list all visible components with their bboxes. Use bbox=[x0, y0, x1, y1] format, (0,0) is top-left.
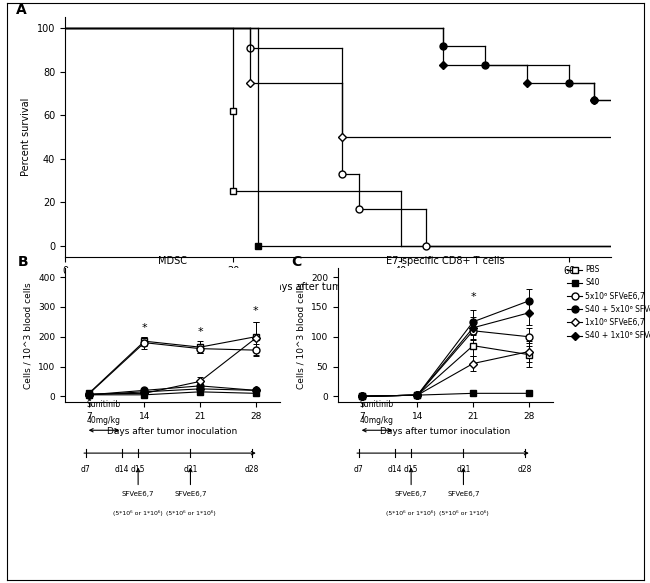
Text: SFVeE6,7: SFVeE6,7 bbox=[122, 491, 155, 497]
X-axis label: Days after tumor inoculation: Days after tumor inoculation bbox=[268, 282, 408, 292]
Text: (5*10⁶ or 1*10⁶): (5*10⁶ or 1*10⁶) bbox=[386, 510, 436, 516]
Text: d7: d7 bbox=[354, 465, 364, 473]
Title: E7-specific CD8+ T cells: E7-specific CD8+ T cells bbox=[386, 256, 504, 266]
Text: d21: d21 bbox=[456, 465, 471, 473]
Text: d15: d15 bbox=[404, 465, 419, 473]
Text: d7: d7 bbox=[81, 465, 90, 473]
Text: Sunitinib: Sunitinib bbox=[360, 400, 394, 409]
Y-axis label: Cells / 10^3 blood cells: Cells / 10^3 blood cells bbox=[296, 282, 306, 388]
X-axis label: Days after tumor inoculation: Days after tumor inoculation bbox=[107, 427, 237, 436]
Text: *: * bbox=[197, 327, 203, 338]
Text: *: * bbox=[142, 323, 148, 333]
Text: d14: d14 bbox=[115, 465, 129, 473]
Text: SFVeE6,7: SFVeE6,7 bbox=[174, 491, 207, 497]
Text: A: A bbox=[16, 3, 27, 17]
Text: *: * bbox=[253, 307, 259, 317]
Text: d28: d28 bbox=[244, 465, 259, 473]
Text: C: C bbox=[291, 255, 301, 269]
Text: 40mg/kg: 40mg/kg bbox=[87, 416, 121, 426]
Y-axis label: Cells / 10^3 blood cells: Cells / 10^3 blood cells bbox=[23, 282, 32, 388]
Text: B: B bbox=[18, 255, 29, 269]
Text: d21: d21 bbox=[183, 465, 198, 473]
Text: SFVeE6,7: SFVeE6,7 bbox=[447, 491, 480, 497]
Text: (5*10⁶ or 1*10⁶): (5*10⁶ or 1*10⁶) bbox=[113, 510, 163, 516]
Y-axis label: Percent survival: Percent survival bbox=[21, 98, 31, 176]
Text: 40mg/kg: 40mg/kg bbox=[360, 416, 394, 426]
Text: (5*10⁶ or 1*10⁶): (5*10⁶ or 1*10⁶) bbox=[439, 510, 488, 516]
X-axis label: Days after tumor inoculation: Days after tumor inoculation bbox=[380, 427, 510, 436]
Text: Sunitinib: Sunitinib bbox=[87, 400, 121, 409]
Text: d15: d15 bbox=[131, 465, 146, 473]
Text: d14: d14 bbox=[388, 465, 402, 473]
Legend: PBS, S40, 5x10⁶ SFVeE6,7, S40 + 5x10⁶ SFVeE6,7, 1x10⁶ SFVeE6,7, S40 + 1x10⁶ SFVe: PBS, S40, 5x10⁶ SFVeE6,7, S40 + 5x10⁶ SF… bbox=[567, 265, 650, 340]
Text: *: * bbox=[470, 292, 476, 302]
Title: MDSC: MDSC bbox=[158, 256, 187, 266]
Text: (5*10⁶ or 1*10⁶): (5*10⁶ or 1*10⁶) bbox=[166, 510, 215, 516]
Text: d28: d28 bbox=[517, 465, 532, 473]
Text: SFVeE6,7: SFVeE6,7 bbox=[395, 491, 428, 497]
